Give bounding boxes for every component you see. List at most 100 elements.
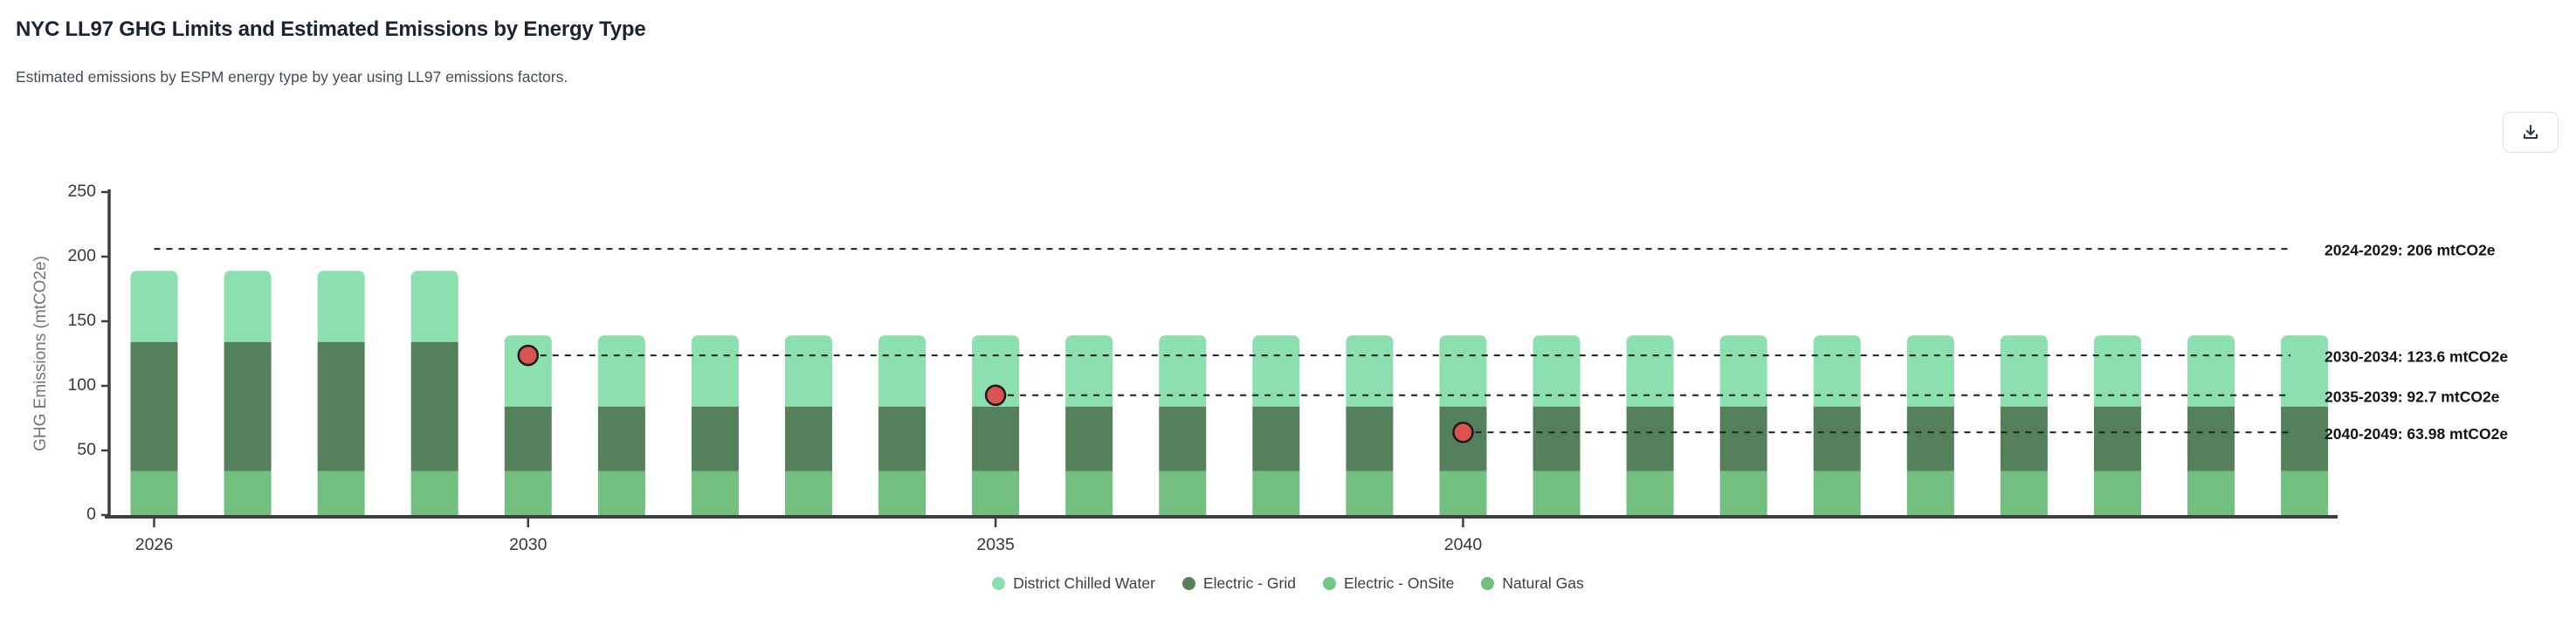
- legend-item-electric-grid[interactable]: Electric - Grid: [1181, 574, 1296, 592]
- bar-segment-electric-grid: [2093, 406, 2141, 471]
- bar-segment-district-chilled-water: [1626, 335, 1674, 407]
- bar-2026: [130, 271, 178, 515]
- bar-segment-electric-grid: [878, 406, 926, 471]
- y-tick-label: 100: [67, 375, 96, 395]
- bar-segment-electric-grid: [224, 341, 272, 471]
- bar-segment-district-chilled-water: [2093, 335, 2141, 407]
- bar-segment-district-chilled-water: [1159, 335, 1207, 407]
- bar-2031: [597, 335, 645, 515]
- bar-segment-natural-gas: [1439, 471, 1487, 515]
- bar-segment-electric-grid: [2281, 406, 2329, 471]
- bar-2030: [504, 335, 552, 515]
- bar-segment-district-chilled-water: [2187, 335, 2235, 407]
- bar-segment-natural-gas: [691, 471, 739, 515]
- bar-segment-electric-grid: [1533, 406, 1581, 471]
- bar-2042: [1626, 335, 1674, 515]
- bar-segment-natural-gas: [2281, 471, 2329, 515]
- bar-segment-electric-grid: [1906, 406, 1954, 471]
- page-title: NYC LL97 GHG Limits and Estimated Emissi…: [16, 17, 646, 41]
- legend-label: District Chilled Water: [1013, 574, 1155, 592]
- bar-2029: [410, 271, 458, 515]
- legend-item-electric-onsite[interactable]: Electric - OnSite: [1322, 574, 1455, 592]
- bar-segment-district-chilled-water: [784, 335, 832, 407]
- bar-2028: [317, 271, 365, 515]
- bar-segment-electric-grid: [1626, 406, 1674, 471]
- y-tick-label: 150: [67, 311, 96, 330]
- bar-segment-natural-gas: [1906, 471, 1954, 515]
- y-tick-label: 250: [67, 182, 96, 201]
- y-tick-label: 50: [77, 440, 96, 459]
- bar-segment-electric-grid: [784, 406, 832, 471]
- bar-segment-natural-gas: [2187, 471, 2235, 515]
- bar-2047: [2093, 335, 2141, 515]
- bar-segment-natural-gas: [1719, 471, 1767, 515]
- bar-2033: [784, 335, 832, 515]
- bar-segment-natural-gas: [317, 471, 365, 515]
- bar-2032: [691, 335, 739, 515]
- limit-marker-2040: [1452, 422, 1474, 443]
- legend-label: Electric - Grid: [1202, 574, 1296, 592]
- bar-2044: [1813, 335, 1861, 515]
- limit-annotation: 2040-2049: 63.98 mtCO2e: [2325, 425, 2508, 443]
- bar-2036: [1065, 335, 1113, 515]
- bar-segment-natural-gas: [130, 471, 178, 515]
- bar-segment-natural-gas: [224, 471, 272, 515]
- legend-label: Natural Gas: [1502, 574, 1584, 592]
- bar-segment-electric-grid: [317, 341, 365, 471]
- bar-segment-district-chilled-water: [130, 271, 178, 342]
- bar-segment-district-chilled-water: [1906, 335, 1954, 407]
- page-subtitle: Estimated emissions by ESPM energy type …: [16, 68, 568, 86]
- bar-segment-natural-gas: [2000, 471, 2048, 515]
- x-tick-label: 2040: [1444, 535, 1483, 554]
- bar-segment-natural-gas: [1813, 471, 1861, 515]
- limit-marker-2035: [984, 384, 1007, 407]
- bar-segment-electric-grid: [1346, 406, 1394, 471]
- bar-segment-electric-grid: [1813, 406, 1861, 471]
- bar-segment-district-chilled-water: [224, 271, 272, 342]
- x-tick-label: 2035: [976, 535, 1015, 554]
- download-icon: [2523, 124, 2538, 139]
- bar-2041: [1533, 335, 1581, 515]
- legend-swatch-icon: [1481, 577, 1495, 591]
- bar-segment-natural-gas: [597, 471, 645, 515]
- bar-segment-natural-gas: [1252, 471, 1300, 515]
- bar-2037: [1159, 335, 1207, 515]
- bar-segment-natural-gas: [504, 471, 552, 515]
- y-axis-title: GHG Emissions (mtCO2e): [31, 256, 50, 451]
- bar-segment-electric-grid: [130, 341, 178, 471]
- bar-segment-natural-gas: [1065, 471, 1113, 515]
- bar-2046: [2000, 335, 2048, 515]
- bar-segment-electric-grid: [1065, 406, 1113, 471]
- bar-segment-natural-gas: [1533, 471, 1581, 515]
- bar-segment-district-chilled-water: [504, 335, 552, 407]
- legend-item-natural-gas[interactable]: Natural Gas: [1481, 574, 1584, 592]
- bar-segment-district-chilled-water: [317, 271, 365, 342]
- bar-2045: [1906, 335, 1954, 515]
- limit-annotation: 2030-2034: 123.6 mtCO2e: [2325, 348, 2508, 366]
- limit-annotation: 2024-2029: 206 mtCO2e: [2325, 242, 2496, 259]
- bar-segment-electric-grid: [1159, 406, 1207, 471]
- bar-2027: [224, 271, 272, 515]
- bar-segment-electric-grid: [691, 406, 739, 471]
- legend-label: Electric - OnSite: [1343, 574, 1455, 592]
- bar-segment-district-chilled-water: [1439, 335, 1487, 407]
- bar-segment-electric-grid: [597, 406, 645, 471]
- bar-2035: [972, 335, 1020, 515]
- bar-2048: [2187, 335, 2235, 515]
- emissions-chart: 2024-2029: 206 mtCO2e 2030-2034: 123.6 mt…: [31, 182, 2508, 554]
- bar-2034: [878, 335, 926, 515]
- limit-annotation: 2035-2039: 92.7 mtCO2e: [2325, 388, 2500, 405]
- bar-2049: [2281, 335, 2329, 515]
- legend-item-district-chilled-water[interactable]: District Chilled Water: [992, 574, 1155, 592]
- y-tick-label: 0: [86, 505, 96, 524]
- bar-segment-electric-grid: [1252, 406, 1300, 471]
- bar-segment-electric-grid: [972, 406, 1020, 471]
- bar-segment-natural-gas: [410, 471, 458, 515]
- x-tick-label: 2026: [135, 535, 173, 554]
- download-button[interactable]: [2503, 112, 2559, 153]
- bar-segment-electric-grid: [2187, 406, 2235, 471]
- x-tick-label: 2030: [509, 535, 548, 554]
- bar-segment-natural-gas: [784, 471, 832, 515]
- chart-legend: District Chilled Water Electric - Grid Ele…: [0, 574, 2576, 592]
